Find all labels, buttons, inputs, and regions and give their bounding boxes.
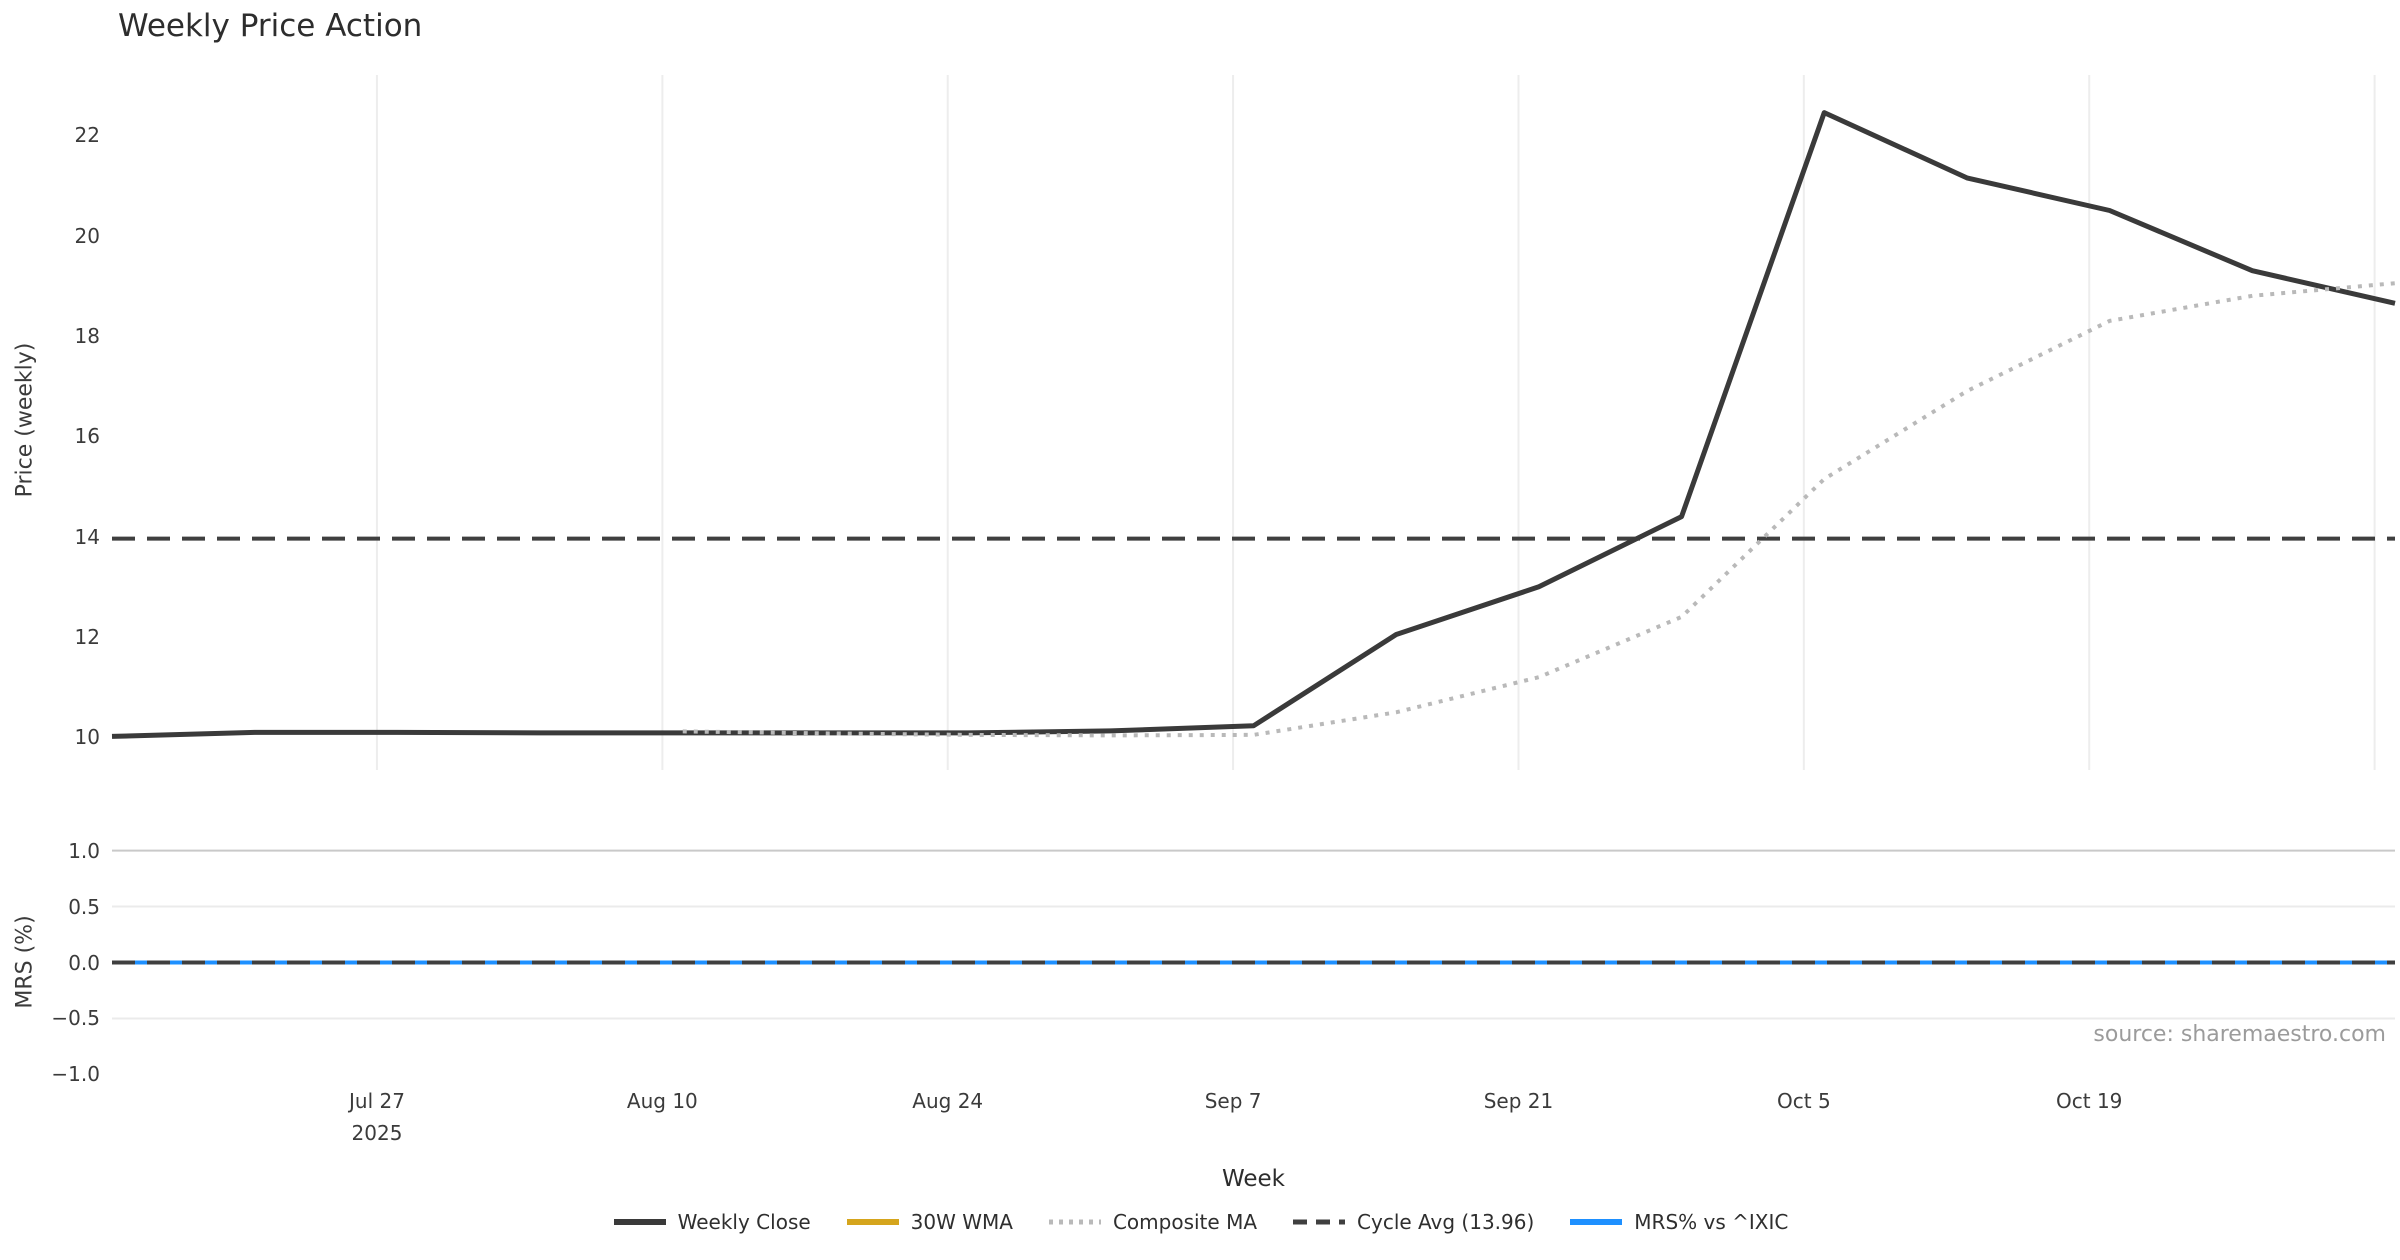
legend-item-30w-wma: 30W WMA: [845, 1210, 1013, 1234]
price-y-tick-label: 14: [74, 524, 100, 549]
x-tick-label: Oct 5: [1777, 1089, 1831, 1113]
legend-swatch-solid-line: [846, 1219, 899, 1225]
legend-label: MRS% vs ^IXIC: [1634, 1210, 1789, 1234]
x-tick-label: Aug 10: [626, 1089, 698, 1113]
legend-item-weekly-close: Weekly Close: [612, 1210, 811, 1234]
x-axis-label: Week: [1221, 1166, 1285, 1192]
mrs-y-tick-label: 0.5: [68, 894, 100, 919]
price-y-tick-label: 12: [74, 625, 100, 650]
x-tick-label: Aug 24: [912, 1089, 984, 1113]
chart-title: Weekly Price Action: [118, 8, 423, 44]
mrs-y-tick-label: −0.5: [51, 1006, 100, 1031]
series-weekly-close: [111, 110, 2396, 739]
x-tick-year-label: 2025: [351, 1121, 403, 1145]
legend-label: 30W WMA: [910, 1210, 1013, 1234]
legend-item-composite-ma: Composite MA: [1047, 1210, 1257, 1234]
legend-label: Cycle Avg (13.96): [1357, 1210, 1535, 1234]
x-tick-label: Jul 27: [349, 1089, 405, 1113]
legend-swatch-dotted-line: [1048, 1219, 1101, 1225]
series-composite-ma: [682, 281, 2396, 738]
legend-item-cycle-avg-13-96-: Cycle Avg (13.96): [1291, 1210, 1534, 1234]
price-y-tick-label: 10: [74, 725, 100, 750]
legend-swatch-solid-line: [613, 1219, 666, 1225]
mrs-y-tick-label: 0.0: [68, 950, 100, 975]
mrs-y-tick-label: 1.0: [68, 838, 100, 863]
legend-swatch-dashed-line: [1293, 1219, 1346, 1225]
x-tick-label: Sep 7: [1204, 1089, 1262, 1113]
price-y-tick-label: 16: [74, 424, 100, 449]
price-y-tick-label: 20: [74, 223, 100, 248]
x-tick-label: Sep 21: [1483, 1089, 1554, 1113]
legend-label: Composite MA: [1112, 1210, 1258, 1234]
legend-item-mrs-vs-ixic: MRS% vs ^IXIC: [1568, 1210, 1788, 1234]
legend-label: Weekly Close: [677, 1210, 811, 1234]
mrs-y-tick-label: −1.0: [51, 1062, 100, 1087]
x-tick-label: Oct 19: [2056, 1089, 2123, 1113]
price-y-tick-label: 22: [74, 123, 100, 148]
price-y-tick-label: 18: [74, 323, 100, 348]
source-attribution: source: sharemaestro.com: [2093, 1022, 2386, 1047]
legend-swatch-solid-line: [1570, 1219, 1623, 1225]
y-axis-label-price: Price (weekly): [12, 342, 38, 498]
legend: Weekly Close 30W WMA Composite MA Cycle Avg…: [0, 1210, 2400, 1234]
